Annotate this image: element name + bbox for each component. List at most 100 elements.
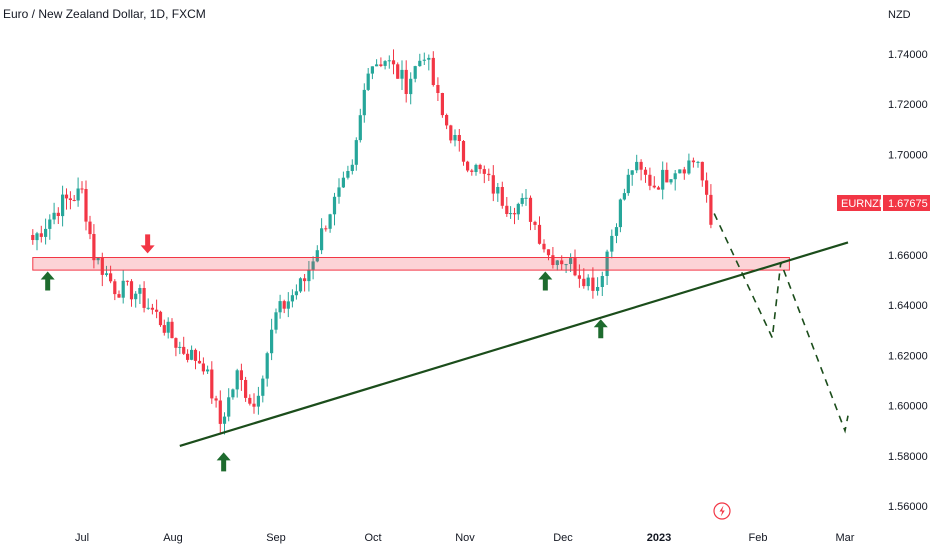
price-tick-label: 1.64000 xyxy=(888,300,928,312)
candle-body xyxy=(478,164,482,170)
candle-body xyxy=(466,161,470,171)
candle-body xyxy=(404,69,408,94)
annotations-layer xyxy=(32,213,849,472)
candle-body xyxy=(474,164,478,172)
price-tick-label: 1.56000 xyxy=(888,501,928,513)
candle-body xyxy=(48,219,52,229)
candle-body xyxy=(210,369,214,399)
candle-body xyxy=(665,169,669,183)
candle-body xyxy=(56,212,60,216)
candle-body xyxy=(591,277,595,291)
arrow-up-icon xyxy=(593,319,608,339)
candle-body xyxy=(129,281,134,300)
candle-body xyxy=(125,280,129,282)
candle-body xyxy=(524,197,528,199)
candle-body xyxy=(709,194,713,225)
price-axis[interactable]: NZD 1.740001.720001.700001.680001.660001… xyxy=(888,9,928,513)
candle-body xyxy=(630,170,634,175)
candle-body xyxy=(669,179,673,183)
candle-body xyxy=(142,288,146,308)
candle-body xyxy=(687,160,691,174)
support-resistance-zone[interactable] xyxy=(32,257,790,271)
candle-body xyxy=(252,403,256,407)
price-tick-label: 1.60000 xyxy=(888,401,928,413)
time-tick-label: Aug xyxy=(163,532,183,544)
candle-body xyxy=(491,175,495,194)
candle-body xyxy=(528,197,533,222)
candle-body xyxy=(586,277,590,287)
candle-body xyxy=(39,233,43,237)
candle-body xyxy=(298,278,303,292)
candle-body xyxy=(622,193,626,200)
candle-body xyxy=(569,258,573,264)
candle-body xyxy=(109,273,113,282)
trendline[interactable] xyxy=(179,241,849,447)
candle-body xyxy=(358,115,362,141)
candle-body xyxy=(113,281,117,295)
candle-body xyxy=(150,307,154,310)
candle-body xyxy=(282,301,286,309)
candle-body xyxy=(520,198,524,204)
candle-body xyxy=(244,380,248,398)
projection-path[interactable] xyxy=(713,213,849,434)
candle-body xyxy=(643,169,648,175)
candle-body xyxy=(700,161,704,181)
candle-body xyxy=(409,78,413,95)
candle-body xyxy=(218,400,222,424)
candle-body xyxy=(661,169,665,190)
candle-body xyxy=(379,64,383,66)
candle-body xyxy=(92,234,96,261)
candles-layer xyxy=(31,49,713,435)
candle-body xyxy=(121,280,125,298)
candle-body xyxy=(346,171,350,178)
candle-body xyxy=(256,395,260,407)
lightning-icon[interactable] xyxy=(713,502,731,520)
candle-body xyxy=(639,161,643,170)
arrow-up-icon xyxy=(538,271,553,291)
candle-body xyxy=(516,203,520,215)
candle-body xyxy=(320,228,324,251)
price-tick-label: 1.62000 xyxy=(888,350,928,362)
candle-body xyxy=(64,194,69,199)
candle-body xyxy=(146,307,150,309)
candle-body xyxy=(286,301,290,309)
candle-body xyxy=(201,363,205,372)
candle-body xyxy=(542,243,546,250)
candle-body xyxy=(265,353,269,379)
candle-body xyxy=(396,64,400,79)
candle-body xyxy=(596,287,600,291)
candle-body xyxy=(431,57,435,85)
candle-body xyxy=(248,397,252,404)
candle-body xyxy=(461,141,466,162)
candle-body xyxy=(387,60,391,62)
candle-body xyxy=(239,370,243,380)
time-tick-label: Nov xyxy=(455,532,475,544)
candle-body xyxy=(350,164,354,171)
candle-body xyxy=(328,214,332,229)
candle-body xyxy=(35,233,39,241)
candle-body xyxy=(577,275,581,279)
candle-body xyxy=(155,309,159,312)
candle-body xyxy=(117,294,121,298)
candle-body xyxy=(80,188,84,190)
candle-body xyxy=(626,174,630,194)
candle-body xyxy=(44,228,48,237)
candle-body xyxy=(231,389,235,398)
candle-body xyxy=(366,73,370,90)
candle-body xyxy=(235,370,239,390)
candle-body xyxy=(104,273,109,275)
candle-body xyxy=(274,312,278,330)
candle-body xyxy=(197,360,202,364)
candle-body xyxy=(303,278,307,282)
candle-body xyxy=(138,288,142,294)
candle-body xyxy=(533,221,537,225)
price-tick-label: 1.58000 xyxy=(888,451,928,463)
time-axis[interactable]: Jul Aug Sep Oct Nov Dec 2023 Feb Mar xyxy=(75,532,855,544)
candle-body xyxy=(618,199,622,228)
candle-body xyxy=(96,258,100,261)
candle-body xyxy=(436,85,440,93)
candle-body xyxy=(555,260,559,265)
candle-body xyxy=(635,161,639,171)
